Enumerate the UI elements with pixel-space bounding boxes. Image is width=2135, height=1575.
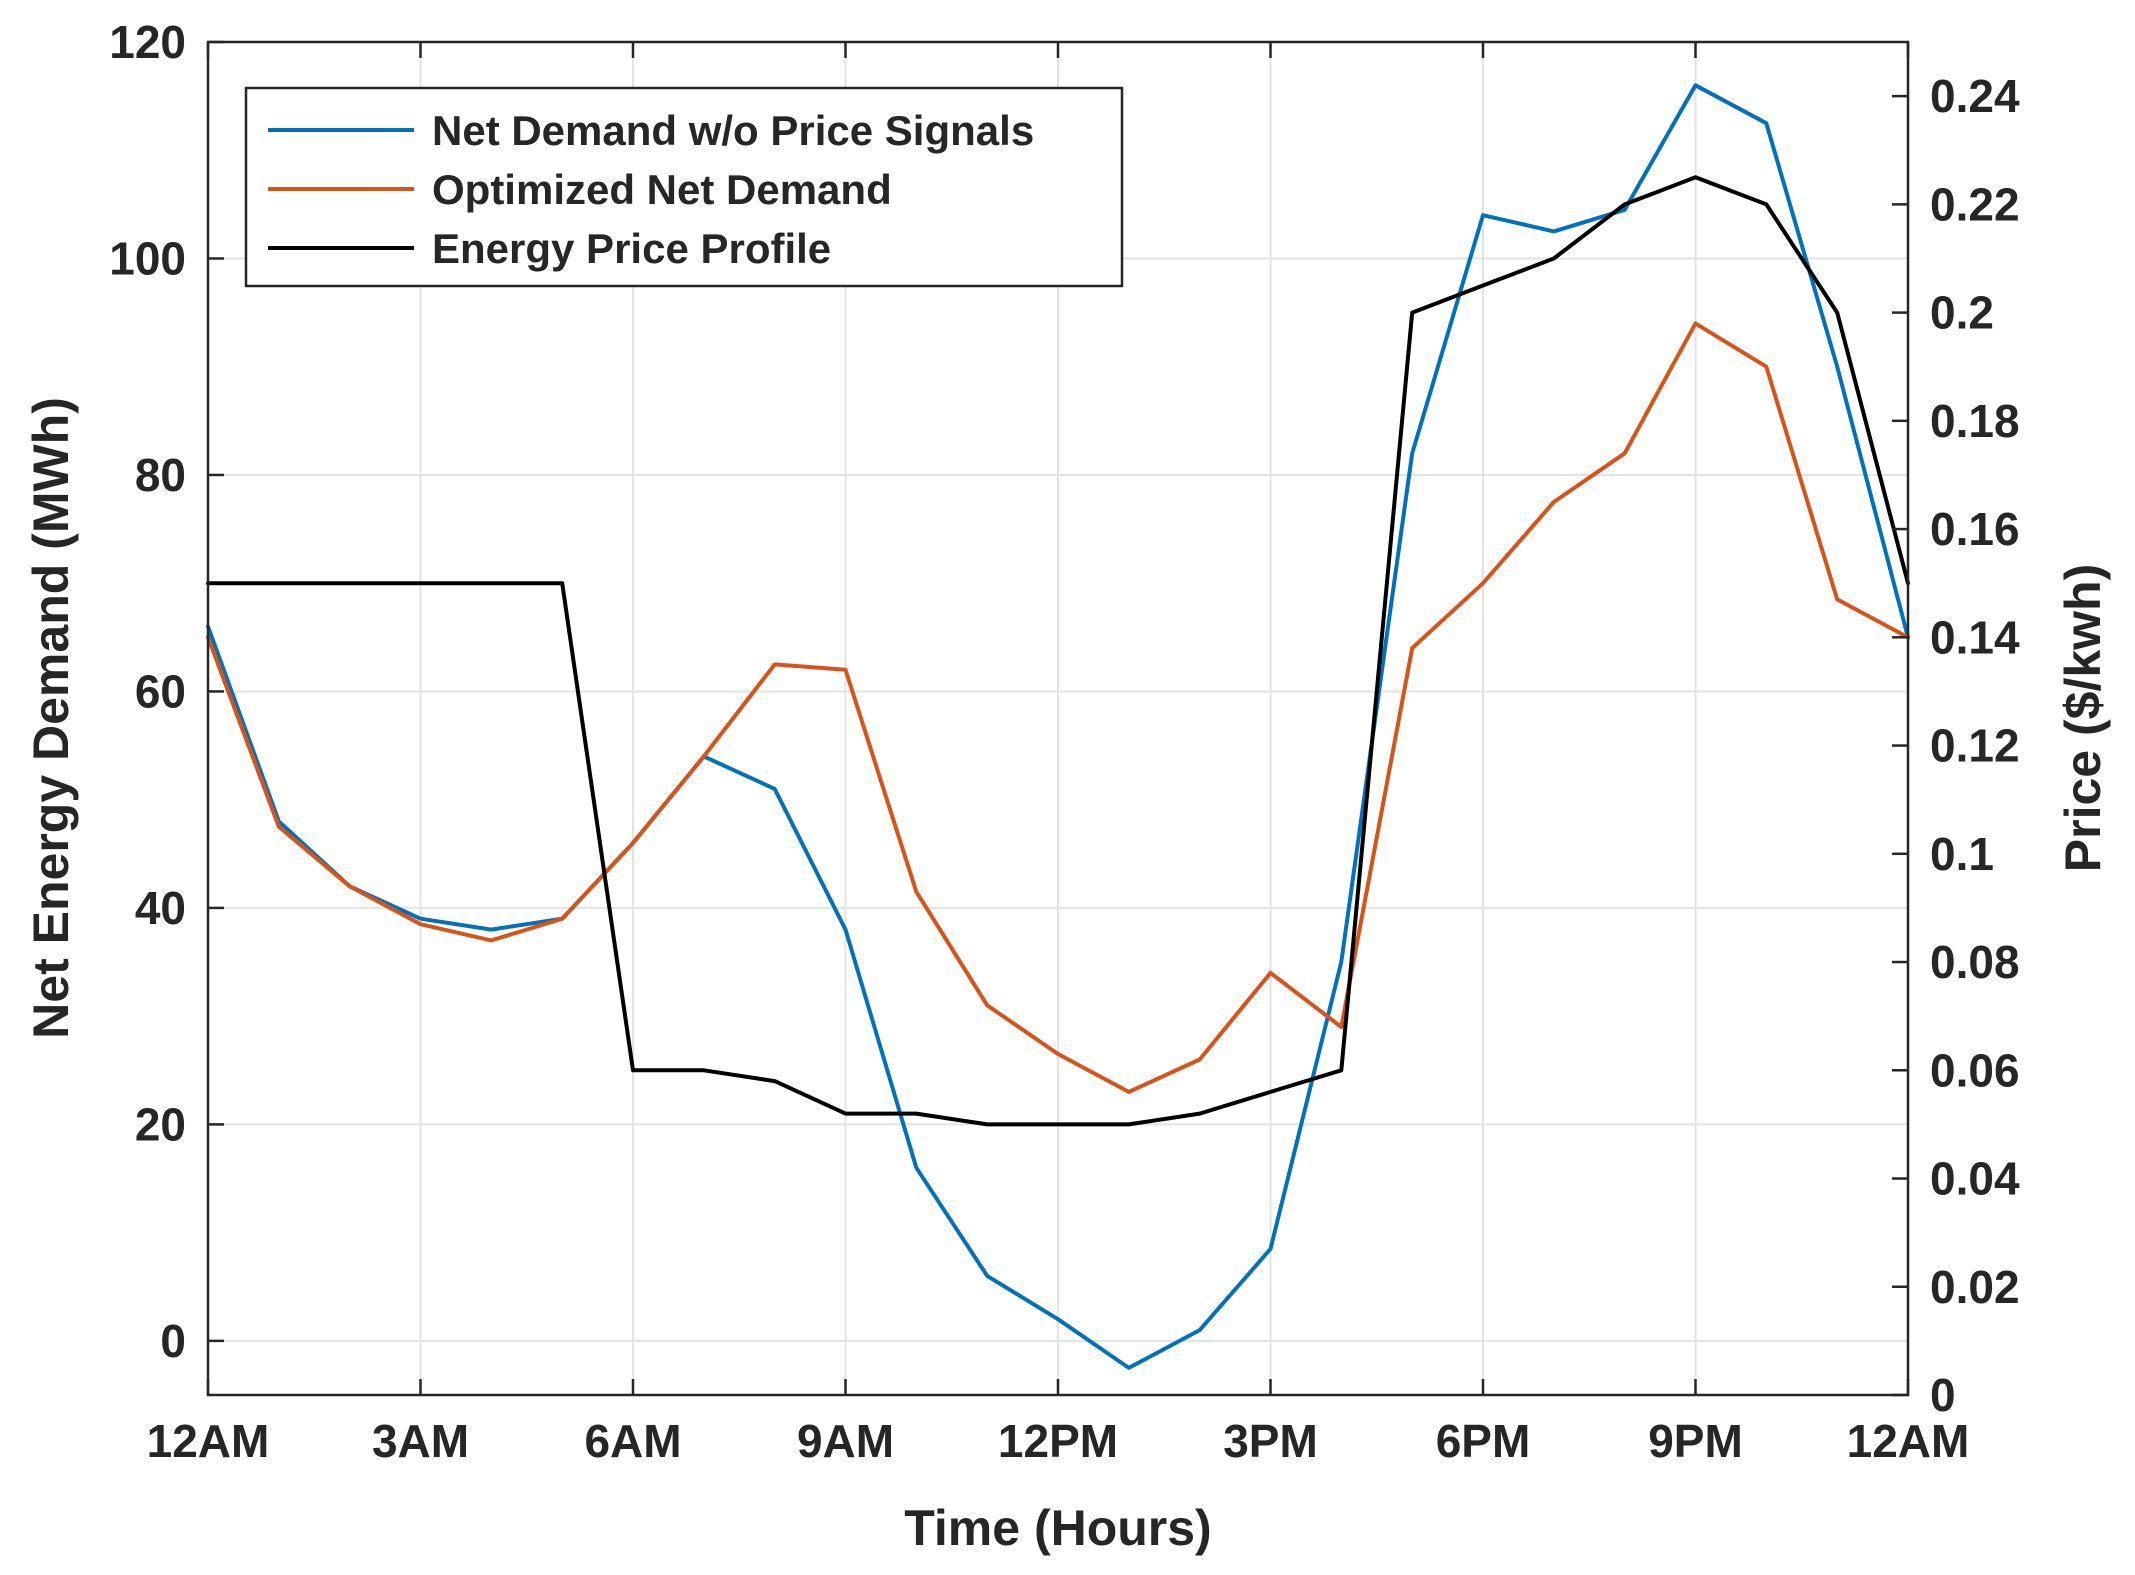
x-tick-label: 9PM — [1648, 1415, 1743, 1467]
x-axis-label: Time (Hours) — [904, 1500, 1211, 1556]
series-layer — [206, 83, 1910, 1370]
y-left-tick-label: 60 — [135, 665, 186, 717]
y-right-tick-label: 0.24 — [1930, 70, 2020, 122]
x-tick-label: 12AM — [1847, 1415, 1970, 1467]
y-right-tick-label: 0.08 — [1930, 936, 2020, 988]
y-right-tick-label: 0.1 — [1930, 828, 1994, 880]
legend-label-2: Energy Price Profile — [432, 225, 831, 272]
x-tick-label: 12AM — [147, 1415, 270, 1467]
x-tick-label: 6PM — [1436, 1415, 1531, 1467]
y-left-tick-label: 20 — [135, 1098, 186, 1150]
tick-labels: 12AM 3AM 6AM 9AM 12PM 3PM 6PM 9PM 12AM0204060801… — [109, 16, 2020, 1467]
y-right-tick-label: 0.16 — [1930, 503, 2020, 555]
series-line-1 — [206, 321, 1910, 1094]
y-right-tick-label: 0.2 — [1930, 287, 1994, 339]
x-tick-label: 3AM — [372, 1415, 469, 1467]
y-right-tick-label: 0.12 — [1930, 720, 2020, 772]
y-axis-left-label: Net Energy Demand (MWh) — [23, 397, 79, 1039]
y-right-tick-label: 0.22 — [1930, 178, 2020, 230]
legend-label-1: Optimized Net Demand — [432, 166, 892, 213]
series-line-2 — [206, 175, 1910, 1127]
y-left-tick-label: 0 — [160, 1315, 186, 1367]
x-tick-label: 3PM — [1223, 1415, 1318, 1467]
y-left-tick-label: 120 — [109, 16, 186, 68]
x-tick-label: 6AM — [584, 1415, 681, 1467]
y-right-tick-label: 0.14 — [1930, 611, 2020, 663]
ticks — [206, 40, 1910, 1397]
y-right-tick-label: 0.06 — [1930, 1044, 2020, 1096]
y-left-tick-label: 40 — [135, 882, 186, 934]
legend: Net Demand w/o Price Signals Optimized N… — [244, 86, 1124, 288]
y-left-tick-label: 80 — [135, 449, 186, 501]
y-axis-right-label: Price ($/kwh) — [2055, 564, 2111, 872]
y-left-tick-label: 100 — [109, 232, 186, 284]
x-tick-label: 12PM — [998, 1415, 1118, 1467]
legend-label-0: Net Demand w/o Price Signals — [432, 107, 1034, 154]
y-right-tick-label: 0.04 — [1930, 1153, 2020, 1205]
y-right-tick-label: 0.18 — [1930, 395, 2020, 447]
y-right-tick-label: 0 — [1930, 1369, 1956, 1421]
series-line-0 — [206, 83, 1910, 1370]
x-tick-label: 9AM — [797, 1415, 894, 1467]
y-right-tick-label: 0.02 — [1930, 1261, 2020, 1313]
